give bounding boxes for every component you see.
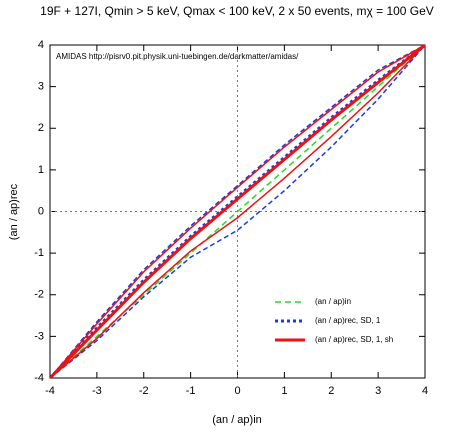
y-tick-label: 4	[38, 39, 44, 51]
y-axis-label: (an / ap)rec	[8, 183, 20, 240]
y-tick-label: 0	[38, 205, 44, 217]
y-tick-label: 1	[38, 164, 44, 176]
annotation: AMIDAS http://pisrv0.pit.physik.uni-tueb…	[56, 52, 299, 61]
y-tick-label: 2	[38, 122, 44, 134]
legend-label: (an / ap)rec, SD, 1	[315, 316, 381, 325]
y-tick-label: -2	[34, 289, 44, 301]
series-line	[48, 43, 426, 380]
y-tick-label: -4	[34, 372, 44, 384]
band-line	[49, 44, 426, 379]
y-tick-label: -3	[34, 330, 44, 342]
x-tick-label: -3	[92, 385, 102, 397]
band-line	[49, 44, 426, 379]
x-tick-label: -2	[139, 385, 149, 397]
x-tick-label: 4	[422, 385, 428, 397]
x-tick-label: -1	[186, 385, 196, 397]
x-tick-label: 3	[375, 385, 381, 397]
y-tick-label: 3	[38, 81, 44, 93]
legend-label: (an / ap)rec, SD, 1, sh	[315, 335, 393, 344]
band-line	[49, 44, 426, 379]
x-axis-label: (an / ap)in	[212, 414, 262, 426]
band-line	[49, 44, 426, 379]
x-tick-label: 2	[328, 385, 334, 397]
x-tick-label: -4	[45, 385, 55, 397]
y-tick-label: -1	[34, 247, 44, 259]
chart-title: 19F + 127I, Qmin > 5 keV, Qmax < 100 keV…	[40, 4, 434, 18]
legend-label: (an / ap)in	[315, 297, 351, 306]
x-tick-label: 0	[234, 385, 240, 397]
x-tick-label: 1	[281, 385, 287, 397]
